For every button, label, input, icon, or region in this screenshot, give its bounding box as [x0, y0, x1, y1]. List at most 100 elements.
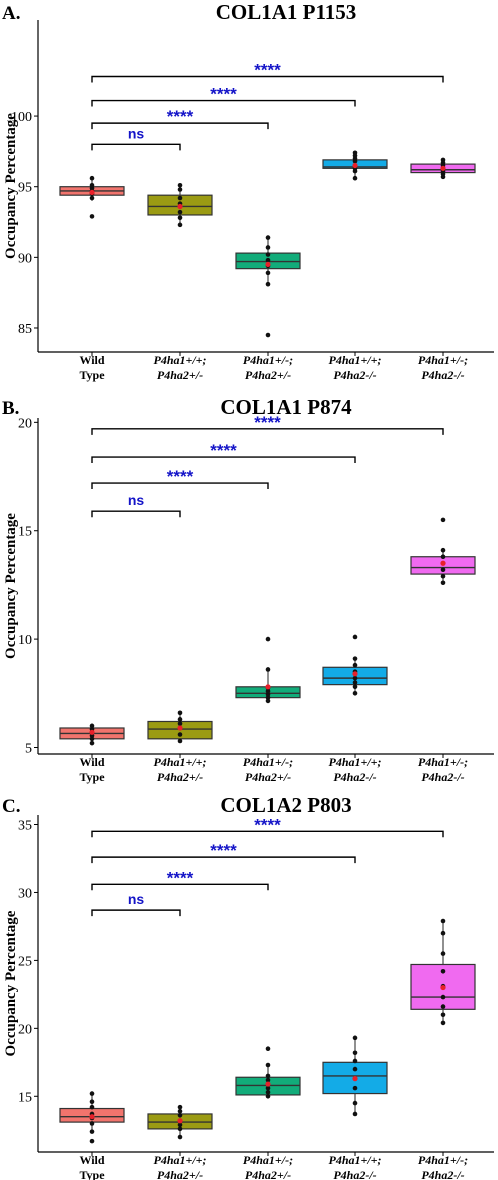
data-point — [89, 740, 95, 746]
x-tick-label: P4ha1+/+; — [153, 353, 206, 367]
x-tick-label: P4ha2-/- — [421, 770, 464, 784]
data-point — [352, 1066, 358, 1072]
data-point — [440, 1012, 446, 1018]
significance-label: **** — [254, 61, 281, 80]
data-point — [265, 692, 271, 697]
panel-letter: C. — [2, 796, 20, 817]
significance-label: ns — [128, 125, 145, 141]
data-point — [89, 723, 95, 729]
data-point — [265, 1077, 271, 1083]
significance-bracket — [91, 482, 269, 490]
mean-point — [89, 729, 95, 735]
mean-point — [177, 725, 183, 731]
x-tick-label: P4ha2-/- — [333, 770, 376, 784]
significance-bracket — [91, 143, 181, 151]
data-point — [177, 1108, 183, 1114]
significance-bracket — [91, 456, 356, 464]
x-tick-label: Wild — [79, 1153, 104, 1167]
significance-label: **** — [167, 467, 194, 486]
data-point — [89, 736, 95, 742]
y-tick-label: 20 — [18, 1022, 32, 1037]
data-point — [177, 182, 183, 188]
x-tick-label: P4ha1+/+; — [153, 1153, 206, 1167]
x-tick-label: Type — [79, 1168, 105, 1180]
y-tick-label: 10 — [18, 633, 32, 648]
data-point — [352, 684, 358, 690]
significance-bracket — [91, 428, 444, 435]
data-point — [265, 257, 271, 263]
mean-point — [352, 1076, 358, 1082]
y-tick-label: 35 — [18, 819, 32, 834]
data-point — [352, 175, 358, 181]
y-tick-label: 85 — [18, 322, 32, 337]
data-point — [352, 1111, 358, 1117]
data-point — [352, 1085, 358, 1091]
data-point — [440, 517, 446, 523]
significance-bracket — [91, 99, 356, 107]
data-point — [265, 252, 271, 257]
chart-panel-1: A. COL1A1 P1153 Occupancy Percentage 85 90 95… — [2, 0, 494, 382]
mean-point — [440, 560, 446, 566]
mean-point — [265, 684, 271, 690]
data-point — [177, 732, 183, 737]
data-point — [89, 195, 95, 201]
significance-label: **** — [167, 107, 194, 126]
x-tick-label: Type — [79, 770, 105, 784]
data-point — [89, 1138, 95, 1144]
data-point — [177, 222, 183, 228]
panel-letter: B. — [2, 398, 19, 419]
data-point — [352, 691, 358, 696]
significance-label: **** — [254, 815, 281, 834]
data-point — [177, 717, 183, 722]
data-point — [89, 1121, 95, 1126]
significance-label: **** — [167, 868, 194, 887]
data-point — [177, 195, 183, 201]
x-tick-label: P4ha2-/- — [421, 368, 464, 382]
chart-panel-2: B. COL1A1 P874 Occupancy Percentage 5 10 15 20… — [2, 395, 494, 784]
data-point — [177, 1134, 183, 1140]
significance-bracket — [91, 883, 269, 891]
data-point — [352, 1035, 358, 1041]
data-point — [177, 710, 183, 716]
x-tick-label: P4ha2+/- — [157, 770, 203, 784]
mean-point — [352, 671, 358, 677]
y-tick-label: 15 — [18, 1090, 32, 1105]
x-tick-label: P4ha1+/-; — [418, 353, 468, 367]
x-tick-label: P4ha1+/-; — [243, 353, 293, 367]
x-tick-label: P4ha2+/- — [245, 770, 291, 784]
x-tick-label: Type — [79, 368, 105, 382]
x-tick-label: P4ha2+/- — [157, 368, 203, 382]
data-point — [177, 1122, 183, 1128]
x-tick-label: P4ha1+/-; — [243, 1153, 293, 1167]
y-tick-label: 25 — [18, 954, 32, 969]
significance-label: **** — [210, 841, 237, 860]
significance-bracket — [91, 830, 444, 838]
y-axis-label: Occupancy Percentage — [3, 910, 19, 1056]
mean-point — [177, 1118, 183, 1124]
y-tick-label: 90 — [18, 251, 32, 266]
data-point — [440, 573, 446, 579]
data-point — [265, 235, 271, 240]
chart-panel-3: C. COL1A2 P803 Occupancy Percentage 15 20 25 3… — [2, 793, 494, 1180]
data-point — [352, 656, 358, 661]
x-tick-label: P4ha2+/- — [245, 368, 291, 382]
data-point — [440, 554, 446, 560]
significance-label: ns — [128, 891, 145, 907]
panel-letter: A. — [2, 3, 20, 24]
data-point — [265, 270, 271, 276]
mean-point — [440, 984, 446, 991]
data-point — [89, 214, 95, 219]
data-point — [89, 1104, 95, 1110]
x-tick-label: P4ha1+/+; — [328, 1153, 381, 1167]
significance-bracket — [91, 856, 356, 864]
data-point — [89, 182, 95, 188]
significance-label: **** — [254, 413, 281, 432]
data-point — [265, 1089, 271, 1095]
data-point — [265, 245, 271, 250]
data-point — [177, 721, 183, 726]
data-point — [265, 281, 271, 287]
data-point — [440, 157, 446, 163]
data-point — [440, 918, 446, 924]
x-tick-label: P4ha1+/+; — [153, 755, 206, 769]
